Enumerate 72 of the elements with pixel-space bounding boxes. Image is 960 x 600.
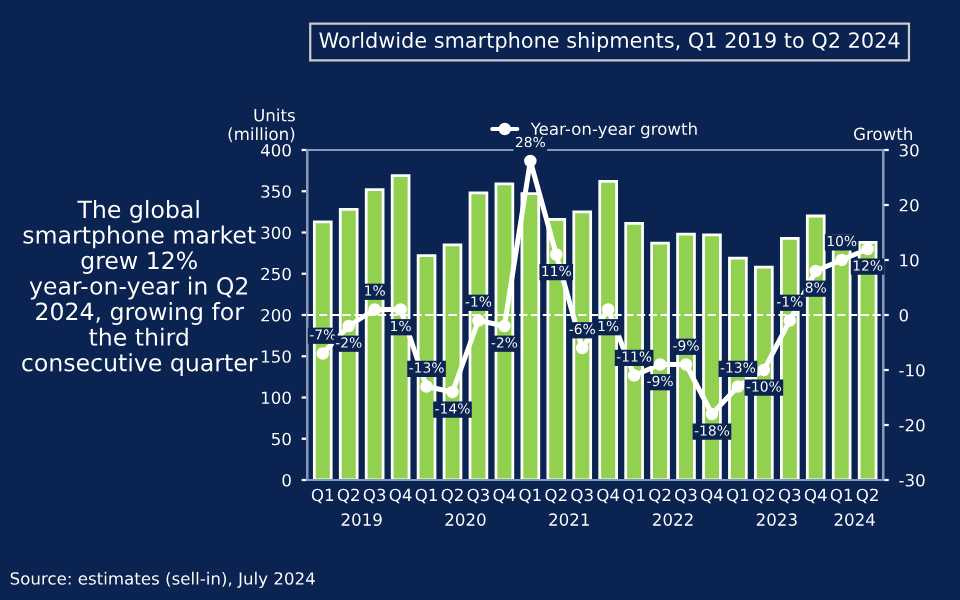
point bbox=[757, 363, 771, 377]
text: 2020 bbox=[445, 513, 486, 526]
x-tick-label: Q1 bbox=[311, 488, 334, 504]
point bbox=[679, 358, 693, 371]
text: 2024 bbox=[834, 513, 875, 526]
x-tick-label: Q4 bbox=[804, 488, 827, 504]
y-axis-title: Units (million) bbox=[228, 108, 295, 143]
point bbox=[472, 314, 485, 327]
x-tick-label: Q3 bbox=[363, 488, 386, 504]
y2-tick-label: -10 bbox=[899, 363, 925, 377]
y-tick-label: 350 bbox=[261, 185, 291, 198]
x-tick-label: Q1 bbox=[623, 488, 645, 504]
x-tick-label: Q3 bbox=[675, 488, 697, 504]
y-tick-label: 150 bbox=[261, 350, 291, 363]
x-tick-label: Q2 bbox=[649, 488, 671, 504]
point bbox=[342, 319, 355, 333]
point bbox=[498, 319, 511, 333]
x-tick-label: Q3 bbox=[571, 488, 593, 504]
point bbox=[575, 341, 589, 355]
source-note: Source: estimates (sell-in), July 2024 bbox=[10, 571, 315, 588]
y2-tick-label: 20 bbox=[899, 198, 919, 212]
point bbox=[550, 248, 563, 261]
point bbox=[601, 303, 615, 316]
point bbox=[835, 253, 848, 267]
x-tick-label: Q1 bbox=[415, 488, 437, 504]
x-tick-label: Q4 bbox=[597, 488, 620, 504]
y2-tick-label: 10 bbox=[900, 253, 919, 267]
x-tick-label: Q1 bbox=[519, 488, 541, 504]
y-tick-label: 300 bbox=[261, 226, 291, 240]
y-tick-label: 250 bbox=[261, 267, 291, 281]
x-tick-label: Q4 bbox=[389, 488, 412, 504]
text: The global smartphone market grew 12% year-on-year in Q2 2024, growing for the third consecutive quarter bbox=[22, 199, 258, 377]
legend-label: Year-on-year growth bbox=[530, 122, 697, 139]
y-tick-label: 50 bbox=[272, 432, 291, 446]
point bbox=[783, 314, 797, 327]
point bbox=[731, 380, 745, 393]
point bbox=[653, 358, 667, 371]
point bbox=[368, 303, 381, 316]
point bbox=[420, 380, 433, 393]
point bbox=[705, 407, 719, 421]
y2-tick-label: -30 bbox=[899, 473, 925, 487]
x-tick-label: Q2 bbox=[337, 488, 359, 504]
point bbox=[394, 303, 407, 316]
y-tick-label: 0 bbox=[282, 473, 291, 487]
x-tick-label: Q1 bbox=[830, 488, 853, 504]
y-tick-label: 200 bbox=[261, 308, 291, 322]
point bbox=[524, 154, 537, 168]
x-tick-label: Q3 bbox=[467, 488, 489, 504]
text: 2019 bbox=[341, 513, 382, 526]
y2-axis-title: Growth bbox=[853, 127, 912, 141]
x-tick-label: Q4 bbox=[701, 488, 723, 504]
point bbox=[809, 264, 822, 278]
x-tick-label: Q2 bbox=[441, 488, 463, 504]
y2-tick-label: 30 bbox=[899, 143, 919, 157]
point bbox=[446, 385, 459, 399]
text: 2022 bbox=[653, 513, 693, 526]
y-tick-label: 400 bbox=[260, 143, 291, 157]
point bbox=[861, 242, 874, 256]
x-tick-label: Q2 bbox=[545, 488, 567, 504]
x-tick-label: Q3 bbox=[778, 488, 801, 504]
text: 2021 bbox=[549, 513, 589, 526]
x-tick-label: Q4 bbox=[493, 488, 516, 504]
y-tick-label: 100 bbox=[261, 391, 291, 405]
x-tick-label: Q2 bbox=[856, 488, 878, 504]
chart-title: Worldwide smartphone shipments, Q1 2019 to Q2 2024 bbox=[319, 31, 900, 53]
x-tick-label: Q2 bbox=[752, 488, 775, 504]
point bbox=[316, 347, 330, 360]
text: 2023 bbox=[756, 513, 797, 526]
x-tick-label: Q1 bbox=[726, 488, 749, 504]
y2-tick-label: 0 bbox=[899, 308, 908, 322]
point bbox=[627, 369, 641, 382]
y2-tick-label: -20 bbox=[899, 418, 925, 432]
